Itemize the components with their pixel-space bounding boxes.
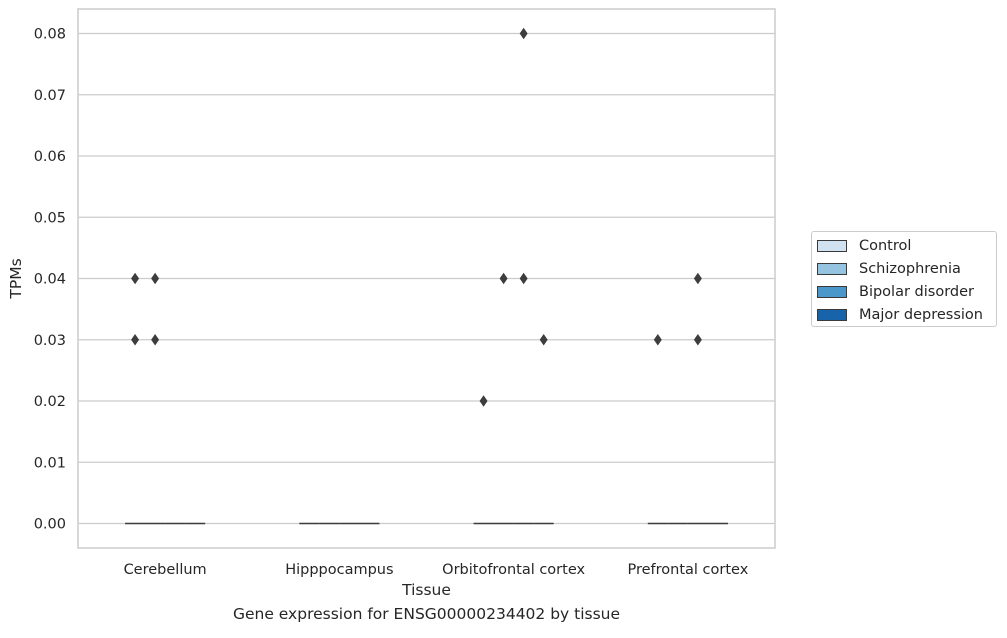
y-tick-label: 0.00 <box>34 517 66 533</box>
outlier-points <box>131 27 702 407</box>
legend-swatch <box>817 240 847 252</box>
x-tick-label: Hipppocampus <box>285 562 393 578</box>
legend-swatch <box>817 263 847 275</box>
outlier-point <box>693 334 702 346</box>
legend-item: Control <box>817 236 911 256</box>
y-tick-label: 0.06 <box>34 149 66 165</box>
outlier-point <box>131 272 140 285</box>
y-tick-label: 0.08 <box>34 27 66 43</box>
y-axis-ticks: 0.00 0.01 0.02 0.03 0.04 0.05 0.06 0.07 0.08 <box>34 27 66 533</box>
legend: Control Schizophrenia Bipolar disorder Majo… <box>811 231 997 327</box>
legend-item: Bipolar disorder <box>817 282 974 302</box>
outlier-point <box>131 334 140 346</box>
outlier-point <box>479 395 488 407</box>
y-tick-label: 0.03 <box>34 333 66 349</box>
chart-caption: Gene expression for ENSG00000234402 by t… <box>232 605 621 623</box>
plot-area-frame <box>77 8 776 549</box>
y-tick-label: 0.05 <box>34 210 66 226</box>
legend-swatch <box>817 309 847 321</box>
legend-swatch <box>817 286 847 298</box>
outlier-point <box>151 334 160 346</box>
outlier-point <box>151 272 160 285</box>
outlier-point <box>519 272 528 285</box>
outlier-point <box>499 272 508 285</box>
outlier-point <box>693 272 702 285</box>
legend-item: Major depression <box>817 305 983 325</box>
x-tick-label: Prefrontal cortex <box>627 562 748 578</box>
outlier-point <box>539 334 548 346</box>
legend-label: Major depression <box>859 307 983 323</box>
legend-label: Bipolar disorder <box>859 284 974 300</box>
outlier-point <box>519 27 528 40</box>
y-tick-label: 0.01 <box>34 455 66 471</box>
y-tick-label: 0.04 <box>34 272 66 288</box>
x-tick-label: Orbitofrontal cortex <box>442 562 585 578</box>
y-axis-label: TPMs <box>7 258 25 299</box>
outlier-point <box>653 334 662 346</box>
legend-label: Schizophrenia <box>859 261 961 277</box>
x-axis-label: Tissue <box>401 581 451 599</box>
legend-item: Schizophrenia <box>817 259 961 279</box>
y-tick-label: 0.02 <box>34 394 66 410</box>
gridlines <box>78 32 775 525</box>
x-axis-ticks: Cerebellum Hipppocampus Orbitofrontal cort… <box>124 562 749 578</box>
y-tick-label: 0.07 <box>34 88 66 104</box>
x-tick-label: Cerebellum <box>124 562 207 578</box>
legend-label: Control <box>859 238 912 254</box>
